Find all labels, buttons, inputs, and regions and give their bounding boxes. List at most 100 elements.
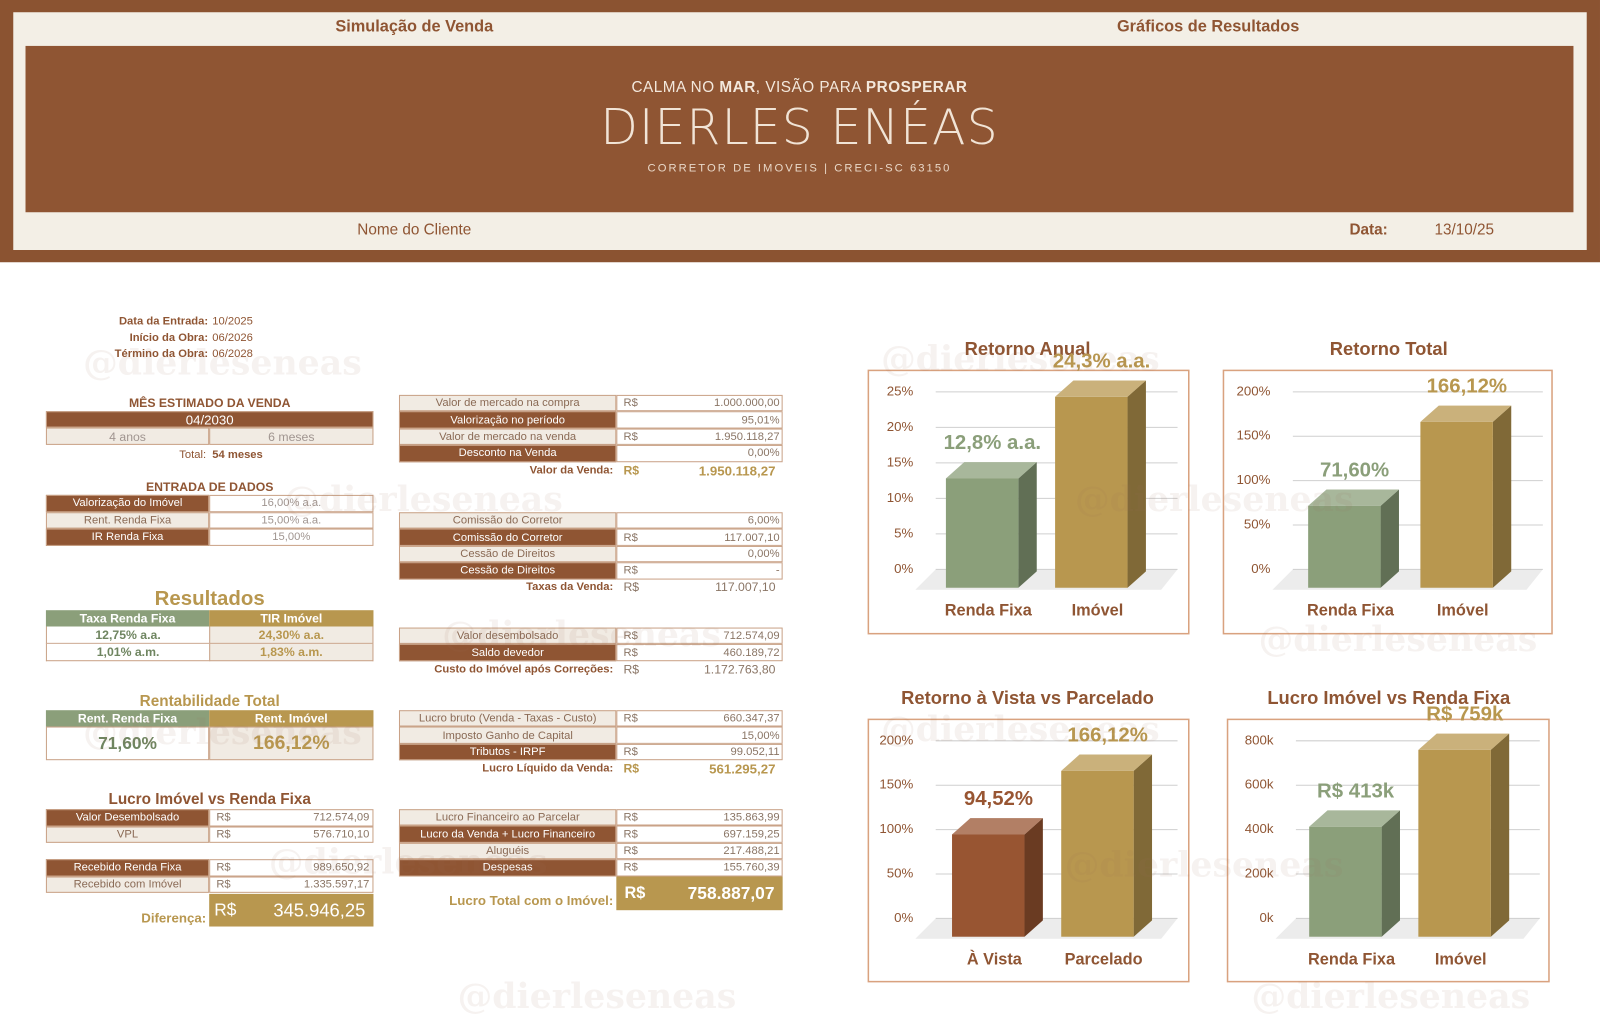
chart-title: Retorno à Vista vs Parcelado [901,687,1154,708]
y-tick-label: 200% [1237,383,1271,398]
bar-top [952,818,1043,835]
profit-value: 989.650,92 [313,861,370,874]
bar-side [1381,810,1400,937]
bar-side [1380,489,1399,588]
row-label: Imposto Ganho de Capital [398,726,617,744]
row-value: 0,00% [747,447,780,460]
value-label: 94,52% [964,788,1033,810]
row-label: Lucro Financeiro ao Parcelar [398,809,617,826]
bar-top [1309,810,1400,827]
bar [1420,421,1493,588]
profit-value: 1.335.597,17 [303,878,370,891]
currency: R$ [214,899,237,920]
result-cell: 1,01% a.m. [45,643,210,662]
y-tick-label: 50% [1244,516,1271,531]
bar-top-shade [1418,733,1510,750]
y-tick-label: 50% [887,865,914,880]
date-label: Início da Obra: [129,331,209,344]
row-label: Valor de mercado na compra [398,394,617,412]
currency: R$ [209,826,374,843]
bar-side [1490,733,1510,937]
brand: DIERLES ENÉAS [600,99,999,156]
bar-top-shade [1061,754,1153,771]
total-value: 54 meses [212,448,263,462]
summary-value: 1.950.118,27 [698,462,776,479]
row-label: Valorização no período [398,411,617,429]
input-label: IR Renda Fixa [45,528,210,546]
x-tick-label: Parcelado [1065,951,1143,969]
summary-label: Custo do Imóvel após Correções: [434,663,614,676]
total-label: Total: [179,448,207,462]
y-tick-label: 0k [1259,910,1273,925]
tagline-part: , VISÃO PARA [755,78,866,96]
currency [616,445,783,462]
row-label: Despesas [398,859,617,877]
bar [1309,826,1382,937]
currency [616,726,783,744]
input-value: 16,00% a.a. [209,494,374,512]
bar-side [1024,818,1043,937]
row-label: Valor de mercado na venda [398,428,617,446]
bar [945,478,1019,588]
summary-value: 1.172.763,80 [703,662,776,677]
tagline-part: PROSPERAR [865,78,968,96]
x-tick-label: Renda Fixa [945,602,1033,620]
input-label: Rent. Renda Fixa [45,511,210,529]
currency: R$ [616,809,783,826]
row-value: 15,00% [741,729,780,742]
bar-side-shade [1133,754,1153,937]
row-label: Valor desembolsado [398,627,617,645]
x-tick-label: Imóvel [1437,602,1489,620]
chart-title: Retorno Anual [965,338,1091,359]
currency: R$ [616,627,783,645]
profit-value: 576.710,10 [313,828,370,841]
currency: R$ [623,662,640,677]
section-title: Lucro Imóvel vs Renda Fixa [108,790,311,808]
summary-box [616,876,783,911]
row-value: 117.007,10 [724,531,780,544]
date-value: 10/2025 [212,315,253,328]
y-tick-label: 0% [1251,561,1270,576]
input-value: 15,00% a.a. [209,511,374,529]
sale-month: 04/2030 [45,411,374,428]
profit-label: Recebido com Imóvel [45,876,210,893]
row-value: 155.760,39 [723,861,780,874]
row-label: Tributos - IRPF [398,743,617,761]
bar-top-shade [945,462,1037,479]
y-tick-label: 800k [1245,732,1274,747]
section-title: Resultados [154,587,265,610]
y-tick-label: 10% [887,490,914,505]
input-value: 15,00% [209,528,374,546]
result-cell: 12,75% a.a. [45,626,210,644]
bar-side-shade [1381,810,1400,937]
date-value: 06/2026 [212,331,253,344]
currency: R$ [616,644,783,661]
currency: R$ [616,562,783,580]
bar-side [1127,380,1146,588]
currency: R$ [616,428,783,446]
y-tick-label: 0% [894,910,913,925]
sale-months: 6 meses [209,427,374,445]
x-tick-label: Renda Fixa [1307,602,1395,620]
y-tick-label: 5% [894,525,913,540]
row-value: 217.488,21 [723,844,780,858]
bar-side-shade [1127,380,1146,588]
bar-top-shade [1055,380,1146,397]
y-tick-label: 20% [887,419,914,434]
y-tick-label: 150% [1237,428,1271,443]
x-tick-label: À Vista [967,950,1023,969]
section-title: Rentabilidade Total [139,692,280,710]
row-value: - [775,564,780,577]
currency [616,545,783,563]
y-tick-label: 100% [1237,472,1271,487]
x-tick-label: Imóvel [1072,602,1124,620]
currency: R$ [616,842,783,860]
profit-label: Valor Desembolsado [45,809,210,827]
row-value: 1.000.000,00 [714,397,780,410]
bar-top-shade [952,818,1043,835]
bar-side-shade [1018,462,1037,588]
value-label: 166,12% [1067,725,1148,747]
row-value: 6,00% [747,514,780,527]
bar-side [1133,754,1153,937]
